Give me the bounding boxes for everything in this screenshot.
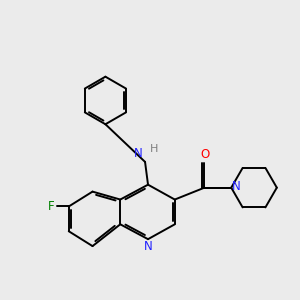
Text: F: F <box>48 200 54 213</box>
Text: N: N <box>144 240 152 253</box>
Text: H: H <box>150 144 158 154</box>
Text: N: N <box>232 180 241 193</box>
Text: N: N <box>134 147 143 160</box>
Text: O: O <box>201 148 210 161</box>
